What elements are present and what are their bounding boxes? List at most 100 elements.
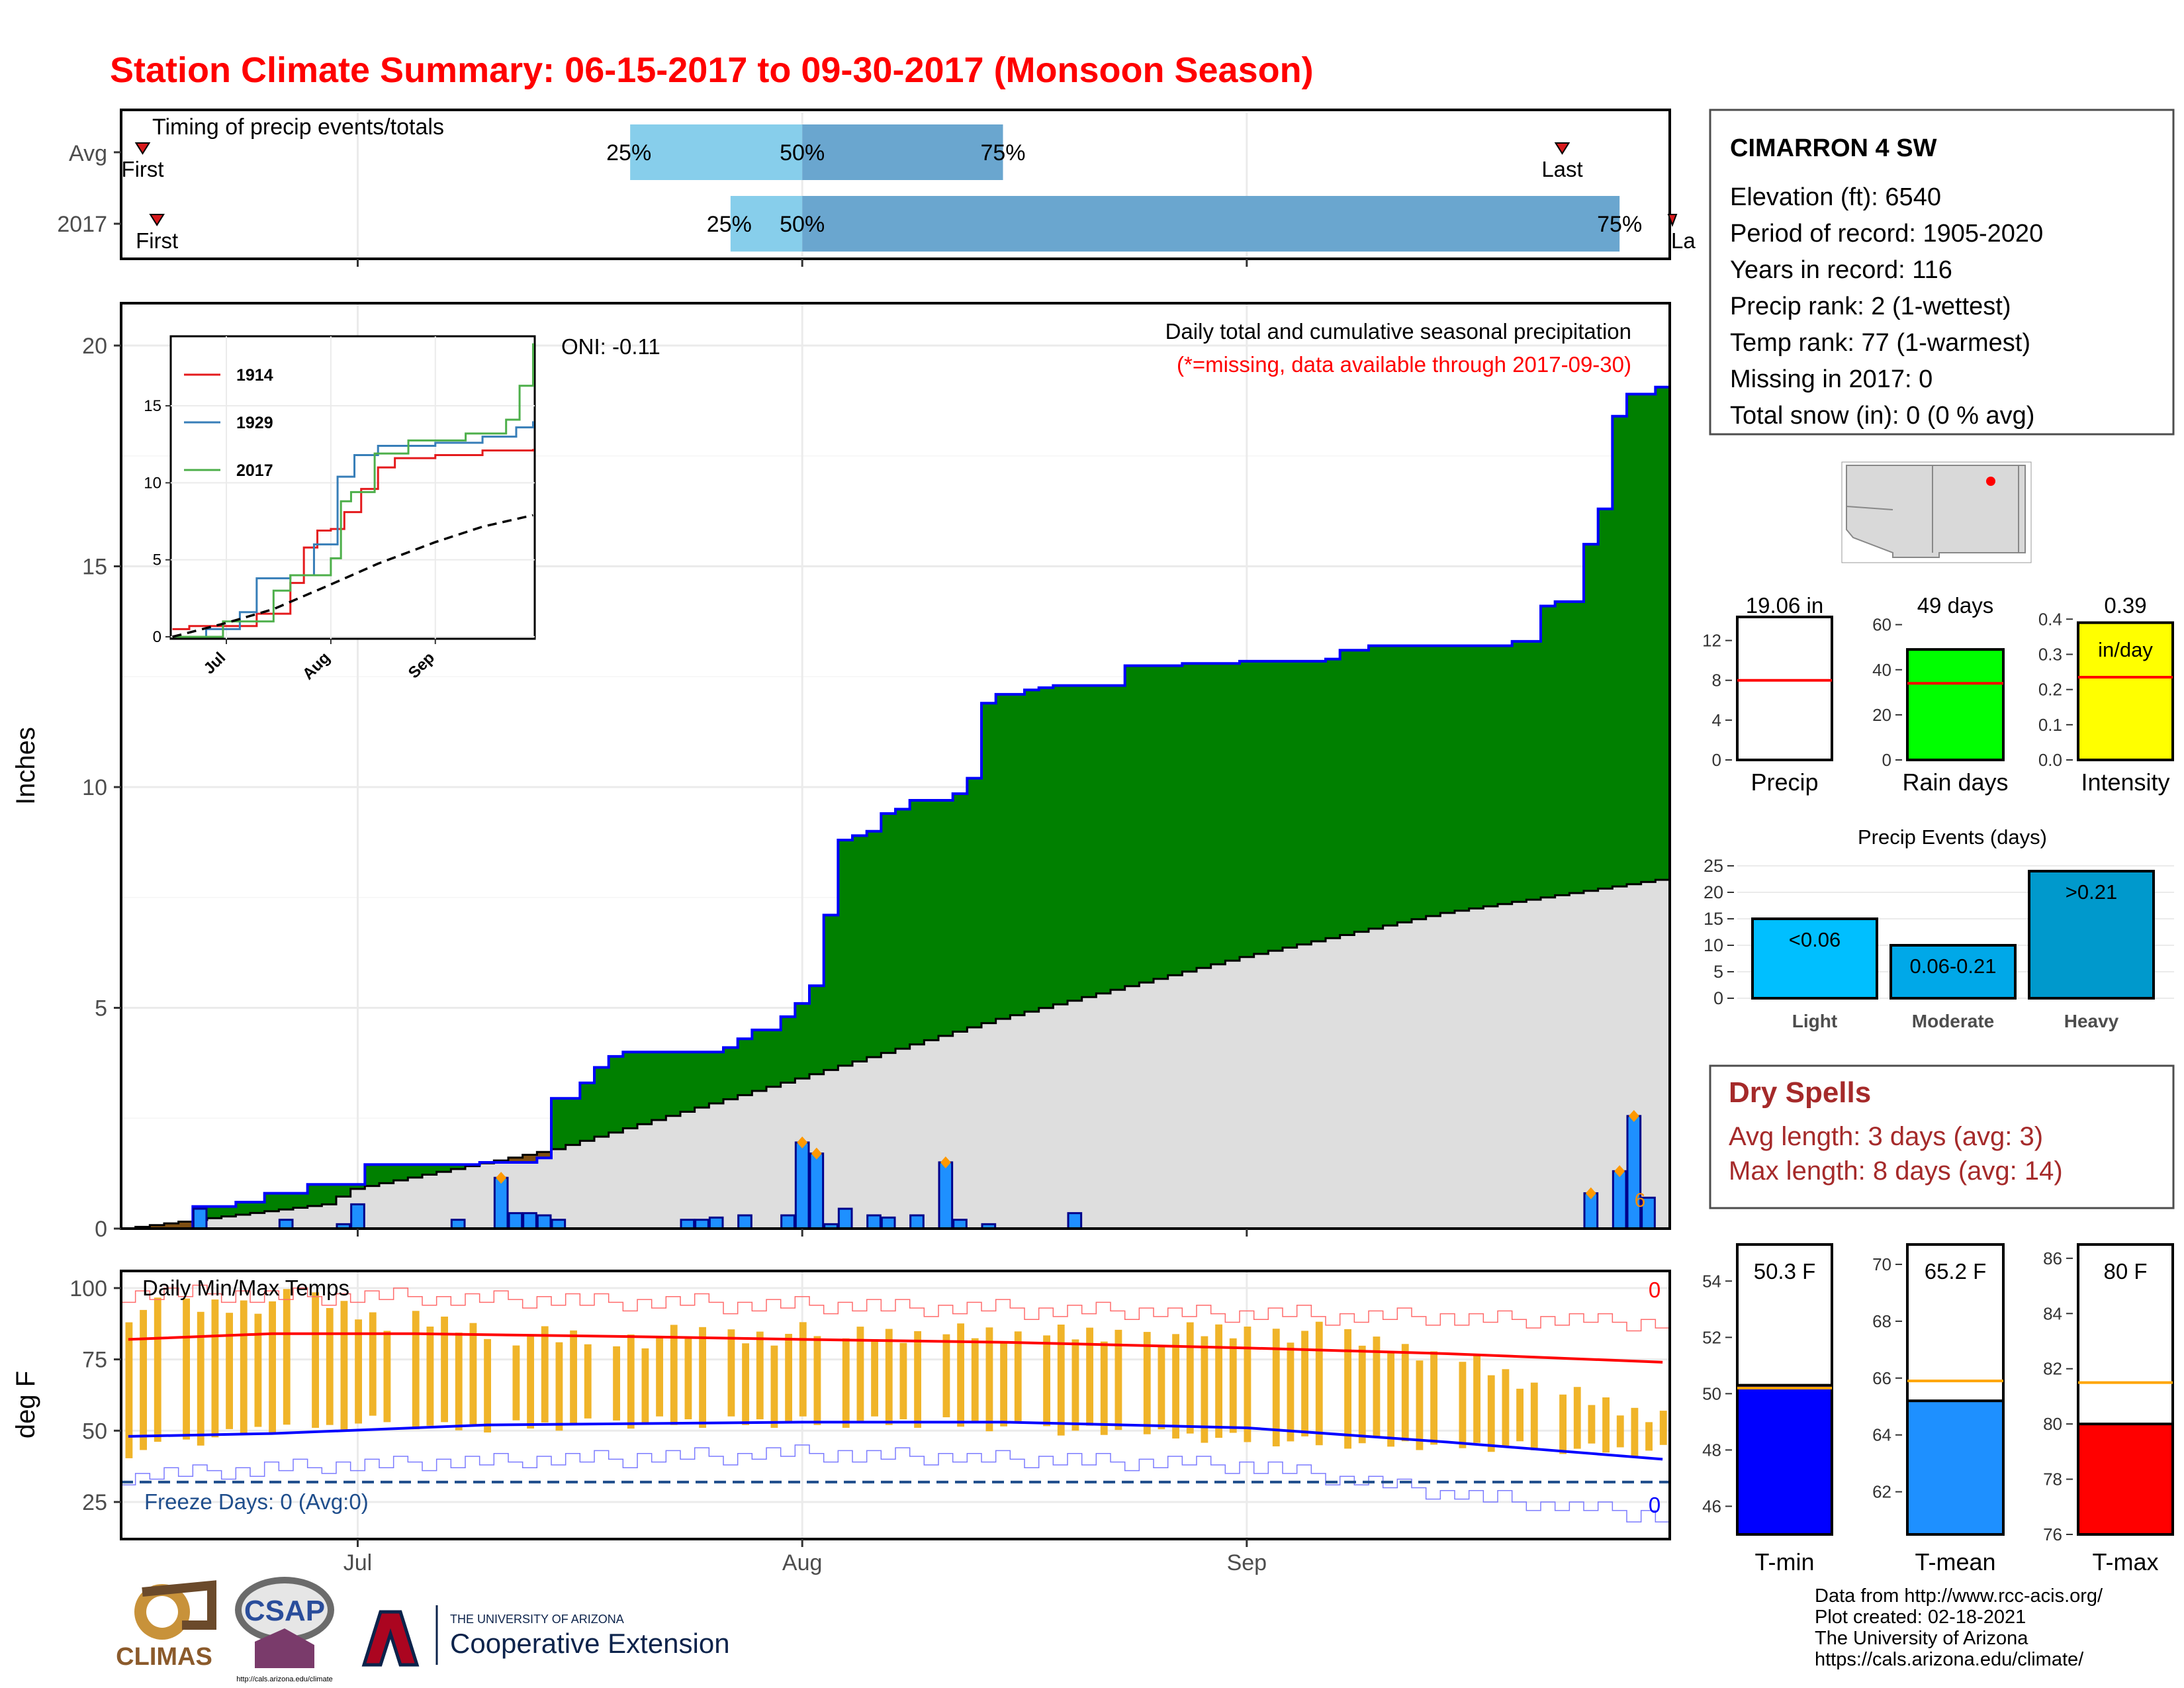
daily-temp-range-bar xyxy=(742,1343,749,1425)
daily-temp-range-bar xyxy=(1215,1324,1222,1438)
daily-precip-bar xyxy=(809,1152,825,1230)
temp-xtick-label: Sep xyxy=(1227,1550,1267,1575)
daily-temp-range-bar xyxy=(283,1289,291,1425)
cumulative-surplus-area xyxy=(623,1052,638,1129)
events-ytick-label: 25 xyxy=(1704,856,1723,876)
record-min-line xyxy=(121,1444,1670,1523)
cumulative-surplus-area xyxy=(1469,645,1484,909)
daily-temp-range-bar xyxy=(1115,1329,1122,1430)
timing-pct-label: 50% xyxy=(780,140,825,165)
temp-frame xyxy=(120,1270,1671,1540)
temp-summary-bar xyxy=(1736,1383,1833,1536)
daily-precip-bar xyxy=(278,1219,294,1230)
cumulative-surplus-area xyxy=(1455,645,1470,911)
temp-bar-ytick-label: 70 xyxy=(1872,1254,1891,1274)
cumulative-surplus-area xyxy=(1111,685,1126,990)
cumulative-deficit-area xyxy=(508,1157,523,1162)
cumulative-surplus-area xyxy=(1354,650,1369,932)
climas-wordmark: CLIMAS xyxy=(116,1643,212,1671)
daily-temp-range-bar xyxy=(383,1331,391,1423)
daily-temp-range-bar xyxy=(1272,1329,1280,1446)
daily-temp-range-bar xyxy=(197,1311,205,1446)
daily-temp-range-bar xyxy=(1530,1382,1538,1450)
average-cumulative-line xyxy=(121,878,1670,1230)
daily-temp-range-bar xyxy=(684,1338,692,1420)
cumulative-surplus-area xyxy=(1010,694,1025,1015)
cumulative-surplus-area xyxy=(565,1098,580,1145)
summary-value-label: 19.06 in xyxy=(1746,593,1823,618)
station-info-line: Years in record: 116 xyxy=(1730,256,1952,284)
cumulative-surplus-area xyxy=(852,835,868,1062)
cumulative-surplus-area xyxy=(1627,394,1642,884)
cumulative-surplus-area xyxy=(1311,661,1326,941)
temp-bar-ytick-label: 46 xyxy=(1702,1496,1721,1516)
daily-temp-range-bar xyxy=(1244,1327,1251,1442)
precip-ytick-label: 10 xyxy=(82,775,107,800)
daily-temp-range-bar xyxy=(570,1330,577,1425)
cumulative-surplus-area xyxy=(1038,687,1054,1008)
daily-precip-bar xyxy=(909,1214,925,1230)
daily-temp-range-bar xyxy=(1502,1369,1510,1447)
ua-small-text: THE UNIVERSITY OF ARIZONA xyxy=(450,1613,624,1626)
cumulative-surplus-area xyxy=(1225,663,1240,961)
daily-temp-range-bar xyxy=(1000,1342,1007,1427)
last-label: Last xyxy=(1541,157,1582,181)
precip-ylabel: Inches xyxy=(11,727,40,805)
daily-temp-range-bar xyxy=(1014,1331,1022,1422)
daily-temp-range-bar xyxy=(871,1340,878,1417)
cumulative-surplus-area xyxy=(666,1052,681,1116)
cumulative-surplus-area xyxy=(1139,665,1154,983)
dry-spells-title: Dry Spells xyxy=(1729,1076,1871,1109)
cumulative-surplus-area xyxy=(1154,665,1169,979)
daily-temp-range-bar xyxy=(340,1301,348,1432)
cumulative-surplus-area xyxy=(451,1164,466,1169)
temp-bar-label: T-mean xyxy=(1915,1548,1995,1575)
cumulative-surplus-area xyxy=(881,814,896,1053)
dry-spells-max: Max length: 8 days (avg: 14) xyxy=(1729,1156,2063,1186)
timing-pct-label: 50% xyxy=(780,212,825,237)
cumulative-surplus-area xyxy=(293,1193,308,1208)
summary-bar-label: Intensity xyxy=(2081,769,2169,796)
daily-precip-bar xyxy=(938,1161,954,1230)
cumulative-surplus-area xyxy=(995,694,1011,1019)
events-ytick-label: 0 xyxy=(1713,988,1723,1008)
inset-legend-label: 2017 xyxy=(236,461,273,480)
cumulative-surplus-area xyxy=(322,1184,337,1205)
heavy-day-marker xyxy=(1628,1109,1639,1122)
cumulative-surplus-area xyxy=(1584,544,1599,891)
cumulative-surplus-area xyxy=(336,1184,351,1197)
daily-temp-range-bar xyxy=(584,1344,592,1419)
summary-value-label-2: in/day xyxy=(2098,638,2153,661)
temp-bar-ytick-label: 82 xyxy=(2043,1359,2062,1379)
daily-temp-range-bar xyxy=(226,1313,233,1429)
missing-marker: 6 xyxy=(1635,1190,1646,1211)
daily-temp-range-bar xyxy=(1559,1394,1567,1454)
summary-ytick-label: 40 xyxy=(1872,660,1891,680)
temp-bar-label: T-min xyxy=(1755,1548,1815,1575)
summary-ytick-label: 12 xyxy=(1702,631,1721,651)
csap-wordmark: CSAP xyxy=(244,1595,325,1627)
precip-frame xyxy=(120,302,1671,1230)
cumulative-surplus-area xyxy=(1053,685,1068,1005)
last-marker-icon xyxy=(1667,214,1678,227)
daily-temp-range-bar xyxy=(541,1326,549,1423)
cumulative-surplus-area xyxy=(1412,645,1427,919)
daily-temp-range-bar xyxy=(1631,1407,1639,1457)
cumulative-deficit-area xyxy=(522,1154,537,1162)
events-bar xyxy=(1751,917,1878,1000)
daily-temp-range-bar xyxy=(455,1333,463,1430)
cumulative-surplus-area xyxy=(1197,663,1212,968)
events-bar-label: Light xyxy=(1792,1011,1837,1031)
precip-subtitle: Daily total and cumulative seasonal prec… xyxy=(1165,319,1631,344)
cumulative-surplus-area xyxy=(608,1056,623,1133)
daily-temp-range-bar xyxy=(770,1345,778,1428)
daily-temp-range-bar xyxy=(985,1327,993,1432)
cumulative-surplus-area xyxy=(1498,645,1513,904)
daily-temp-range-bar xyxy=(756,1331,764,1420)
summary-ytick-label: 0.4 xyxy=(2038,609,2062,629)
daily-temp-range-bar xyxy=(1158,1346,1165,1430)
daily-temp-range-bar xyxy=(1430,1351,1437,1445)
cumulative-surplus-area xyxy=(924,800,939,1041)
events-bar-label: Heavy xyxy=(2064,1011,2119,1031)
cumulative-surplus-area xyxy=(1182,663,1197,972)
